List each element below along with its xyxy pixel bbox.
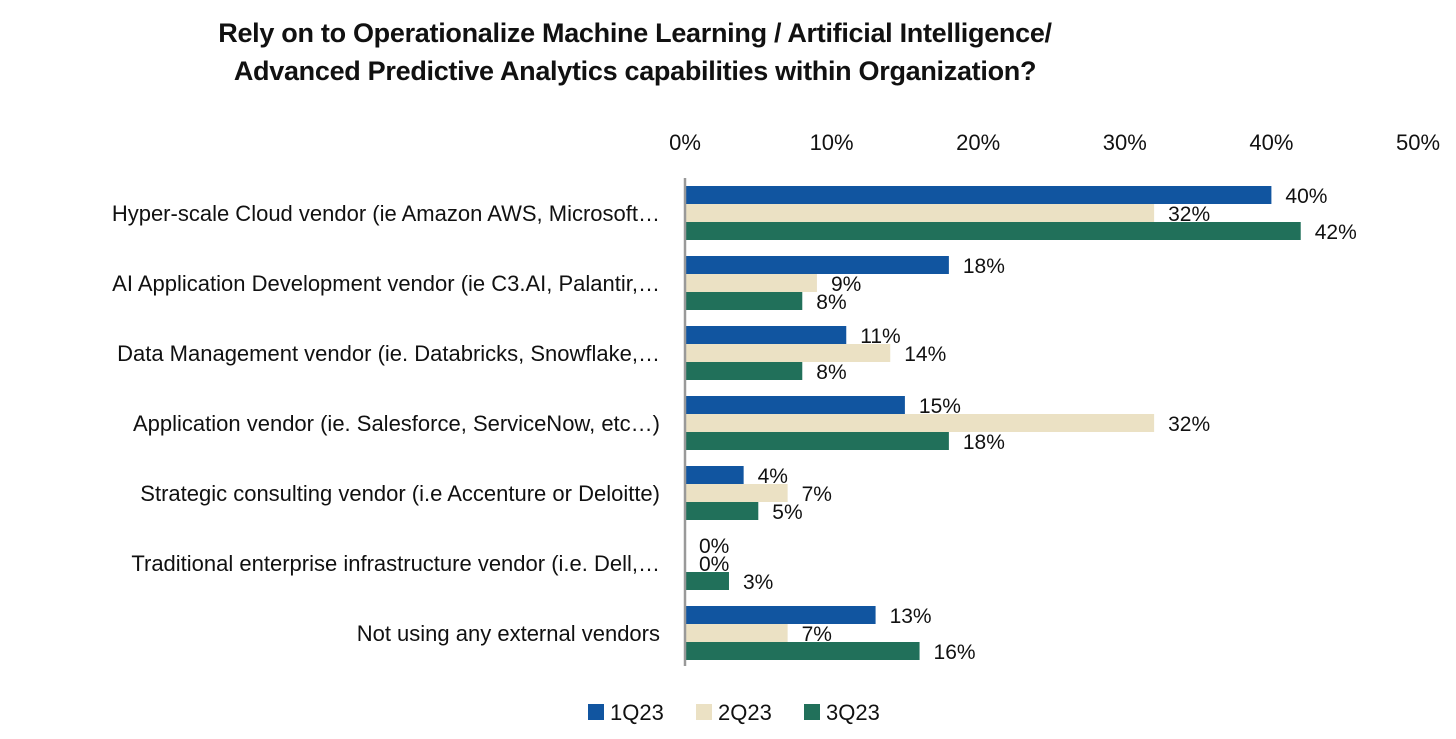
bar-2q23 <box>685 344 891 362</box>
x-tick-label: 10% <box>810 130 854 155</box>
bar-3q23 <box>685 222 1301 240</box>
x-tick-label: 20% <box>956 130 1000 155</box>
data-label: 7% <box>802 623 832 646</box>
data-label: 16% <box>934 641 976 664</box>
chart-title-line-1: Rely on to Operationalize Machine Learni… <box>218 18 1052 48</box>
bar-2q23 <box>685 274 817 292</box>
category-label: Hyper-scale Cloud vendor (ie Amazon AWS,… <box>112 201 660 226</box>
legend-swatch-1q23 <box>588 704 604 720</box>
bar-1q23 <box>685 396 905 414</box>
chart-title: Rely on to Operationalize Machine Learni… <box>0 14 1270 90</box>
bar-2q23 <box>685 204 1155 222</box>
data-label: 18% <box>963 431 1005 454</box>
data-label: 8% <box>816 361 846 384</box>
bar-3q23 <box>685 362 803 380</box>
data-label: 32% <box>1168 203 1210 226</box>
bar-2q23 <box>685 414 1155 432</box>
bar-2q23 <box>685 624 788 642</box>
bar-3q23 <box>685 292 803 310</box>
bar-3q23 <box>685 502 759 520</box>
bar-3q23 <box>685 432 949 450</box>
data-label: 18% <box>963 255 1005 278</box>
bar-3q23 <box>685 642 920 660</box>
data-label: 40% <box>1285 185 1327 208</box>
bar-1q23 <box>685 256 949 274</box>
data-label: 0% <box>699 553 729 576</box>
category-label: Not using any external vendors <box>357 621 660 646</box>
bar-1q23 <box>685 186 1272 204</box>
x-tick-label: 0% <box>669 130 701 155</box>
category-label: Data Management vendor (ie. Databricks, … <box>117 341 660 366</box>
data-label: 9% <box>831 273 861 296</box>
legend-swatch-2q23 <box>696 704 712 720</box>
data-label: 7% <box>802 483 832 506</box>
legend-label-1q23: 1Q23 <box>610 700 664 725</box>
x-tick-label: 40% <box>1249 130 1293 155</box>
category-label: AI Application Development vendor (ie C3… <box>112 271 660 296</box>
bar-1q23 <box>685 606 876 624</box>
category-label: Strategic consulting vendor (i.e Accentu… <box>140 481 660 506</box>
x-tick-label: 50% <box>1396 130 1440 155</box>
data-label: 32% <box>1168 413 1210 436</box>
bar-3q23 <box>685 572 729 590</box>
bar-1q23 <box>685 326 847 344</box>
data-label: 5% <box>772 501 802 524</box>
data-label: 14% <box>904 343 946 366</box>
data-label: 42% <box>1315 221 1357 244</box>
data-label: 4% <box>758 465 788 488</box>
data-label: 0% <box>699 535 729 558</box>
x-tick-label: 30% <box>1103 130 1147 155</box>
data-label: 11% <box>860 325 900 348</box>
bar-1q23 <box>685 466 744 484</box>
data-label: 3% <box>743 571 773 594</box>
category-label: Application vendor (ie. Salesforce, Serv… <box>133 411 660 436</box>
legend-label-2q23: 2Q23 <box>718 700 772 725</box>
category-label: Traditional enterprise infrastructure ve… <box>131 551 660 576</box>
data-label: 15% <box>919 395 961 418</box>
legend-label-3q23: 3Q23 <box>826 700 880 725</box>
chart-title-line-2: Advanced Predictive Analytics capabiliti… <box>233 56 1037 86</box>
bar-2q23 <box>685 484 788 502</box>
legend-swatch-3q23 <box>804 704 820 720</box>
data-label: 13% <box>890 605 932 628</box>
data-label: 8% <box>816 291 846 314</box>
